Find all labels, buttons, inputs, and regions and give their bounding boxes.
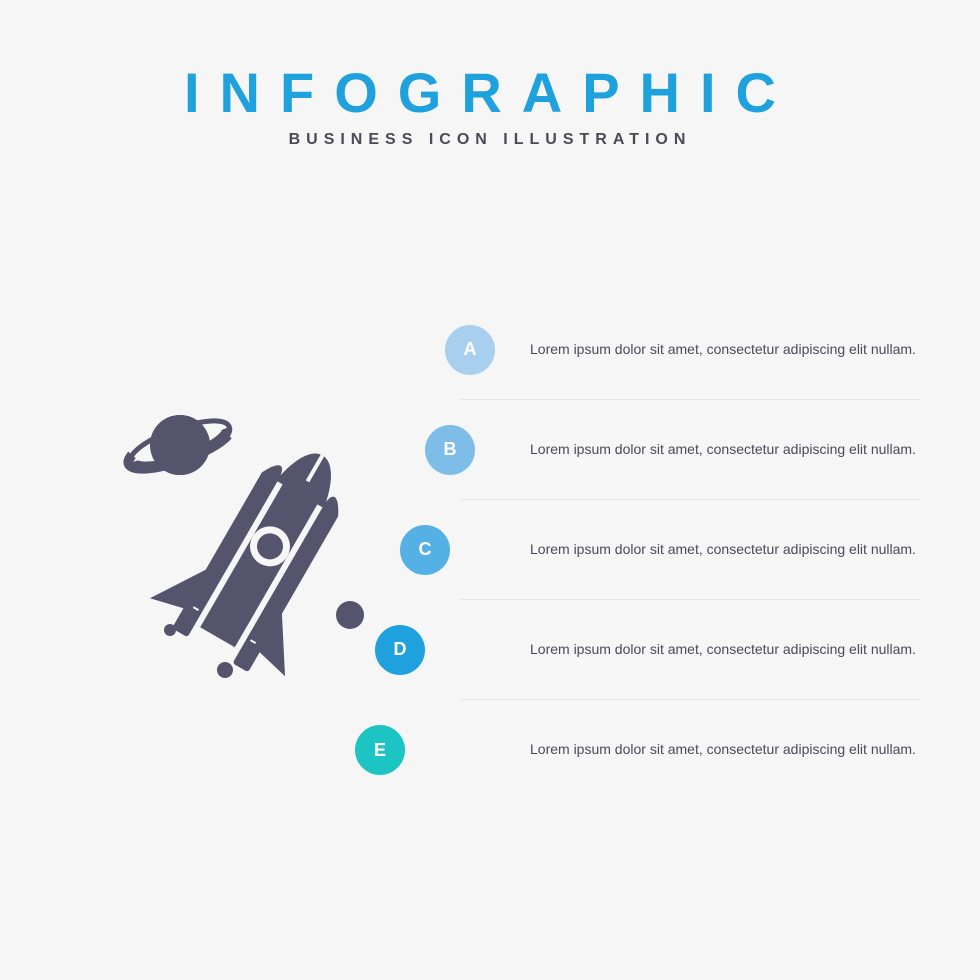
step-b: BLorem ipsum dolor sit amet, consectetur… [460, 400, 920, 500]
space-shuttle-icon [110, 400, 410, 700]
step-text-a: Lorem ipsum dolor sit amet, consectetur … [530, 339, 916, 361]
header: INFOGRAPHIC BUSINESS ICON ILLUSTRATION [0, 60, 980, 149]
step-bullet-c: C [400, 525, 450, 575]
step-bullet-d: D [375, 625, 425, 675]
infographic-page: INFOGRAPHIC BUSINESS ICON ILLUSTRATION [0, 0, 980, 980]
content-area: A Lorem ipsum dolor sit amet, consectetur… [0, 300, 980, 880]
step-text-d: Lorem ipsum dolor sit amet, consectetur … [530, 639, 916, 661]
step-text-c: Lorem ipsum dolor sit amet, consectetur … [530, 539, 916, 561]
step-a: ALorem ipsum dolor sit amet, consectetur… [460, 300, 920, 400]
step-text-e: Lorem ipsum dolor sit amet, consectetur … [530, 739, 916, 761]
step-text-b: Lorem ipsum dolor sit amet, consectetur … [530, 439, 916, 461]
step-bullet-b: B [425, 425, 475, 475]
step-bullet-a: A [445, 325, 495, 375]
step-list: ALorem ipsum dolor sit amet, consectetur… [460, 300, 920, 800]
step-e: ELorem ipsum dolor sit amet, consectetur… [460, 700, 920, 800]
step-bullet-e: E [355, 725, 405, 775]
step-d: DLorem ipsum dolor sit amet, consectetur… [460, 600, 920, 700]
page-subtitle: BUSINESS ICON ILLUSTRATION [0, 131, 980, 149]
page-title: INFOGRAPHIC [0, 60, 980, 125]
step-c: CLorem ipsum dolor sit amet, consectetur… [460, 500, 920, 600]
